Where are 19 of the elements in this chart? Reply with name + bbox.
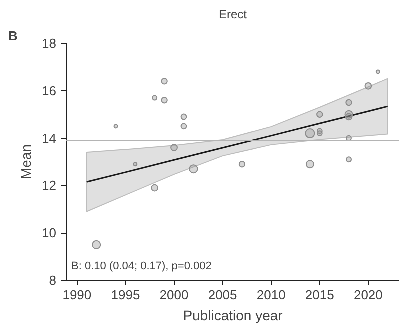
- x-tick-label: 1990: [62, 288, 92, 302]
- y-tick-label: 8: [49, 273, 57, 288]
- x-tick-label: 2005: [208, 288, 238, 302]
- text: B: [8, 28, 18, 44]
- line-series: [86, 106, 389, 183]
- y-tick-label: 16: [42, 83, 57, 98]
- x-tick-label: 2010: [256, 288, 286, 302]
- y-axis-title: Mean: [18, 144, 34, 180]
- chart-title: Erect: [218, 8, 248, 22]
- annotation: B: 0.10 (0.04; 0.17), p=0.002: [72, 260, 212, 272]
- y-tick-label: 18: [42, 36, 57, 51]
- x-axis-title: Publication year: [183, 308, 284, 324]
- y-tick-label: 10: [42, 226, 57, 241]
- x-tick-label: 1995: [111, 288, 140, 302]
- x-tick-label: 2020: [354, 288, 383, 302]
- x-tick-label: 2000: [160, 288, 189, 302]
- y-tick-label: 12: [42, 178, 57, 194]
- y-tick-label: 14: [42, 130, 57, 146]
- x-tick-label: 2015: [305, 288, 334, 302]
